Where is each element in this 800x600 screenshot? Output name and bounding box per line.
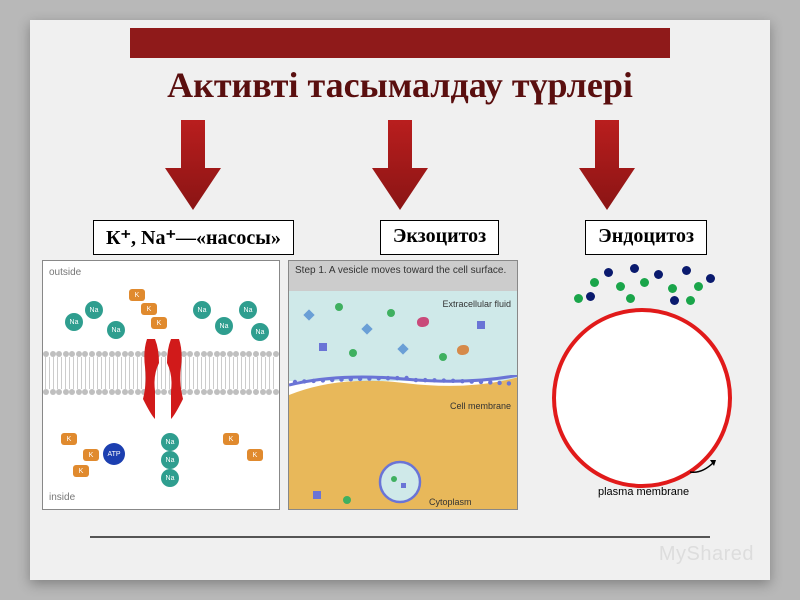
k-ion-icon: K [61, 433, 77, 445]
molecule-dot-icon [686, 296, 695, 305]
particle-icon [387, 309, 395, 317]
na-ion-icon: Na [251, 323, 269, 341]
na-ion-icon: Na [193, 301, 211, 319]
ecf-label: Extracellular fluid [442, 299, 511, 309]
molecule-dot-icon [694, 282, 703, 291]
vesicle-icon [377, 459, 423, 505]
arrows-row [30, 120, 770, 210]
molecule-dot-icon [706, 274, 715, 283]
panel-endocytosis: plasma membrane [526, 260, 756, 510]
na-ion-icon: Na [65, 313, 83, 331]
molecule-dot-icon [640, 278, 649, 287]
step-caption: Step 1. A vesicle moves toward the cell … [289, 261, 517, 291]
molecule-dot-icon [668, 284, 677, 293]
molecule-dot-icon [586, 292, 595, 301]
molecule-dot-icon [574, 294, 583, 303]
panel-exocytosis: Step 1. A vesicle moves toward the cell … [288, 260, 518, 510]
molecule-dot-icon [604, 268, 613, 277]
k-ion-icon: K [73, 465, 89, 477]
panel-pump: outside inside NaNaNaKKKNaNaNaNaKKKATPNa… [42, 260, 280, 510]
k-ion-icon: K [151, 317, 167, 329]
na-ion-icon: Na [161, 469, 179, 487]
outside-label: outside [49, 267, 81, 278]
k-ion-icon: K [223, 433, 239, 445]
divider [90, 536, 710, 538]
arrow-icon [372, 120, 428, 210]
cell-membrane-icon [289, 375, 518, 389]
inside-label: inside [49, 492, 75, 503]
labels-row: К⁺, Na⁺—«насосы» Экзоцитоз Эндоцитоз [30, 220, 770, 255]
curved-arrow-icon [686, 452, 720, 476]
k-ion-icon: K [83, 449, 99, 461]
na-ion-icon: Na [239, 301, 257, 319]
page-title: Активті тасымалдау түрлері [30, 64, 770, 106]
cytoplasm-label: Cytoplasm [429, 497, 472, 507]
molecule-dot-icon [616, 282, 625, 291]
banner-rect [130, 28, 670, 58]
label-endocytosis: Эндоцитоз [585, 220, 707, 255]
pump-protein-icon [141, 339, 185, 419]
molecule-dot-icon [682, 266, 691, 275]
molecule-dot-icon [590, 278, 599, 287]
particle-icon [335, 303, 343, 311]
k-ion-icon: K [129, 289, 145, 301]
title-banner [130, 28, 670, 58]
arrow-icon [579, 120, 635, 210]
atp-ion-icon: ATP [103, 443, 125, 465]
particle-icon [457, 345, 469, 355]
plasma-membrane-label: plasma membrane [598, 486, 689, 498]
k-ion-icon: K [247, 449, 263, 461]
particle-icon [477, 321, 485, 329]
label-pump: К⁺, Na⁺—«насосы» [93, 220, 294, 255]
na-ion-icon: Na [161, 451, 179, 469]
label-exocytosis: Экзоцитоз [380, 220, 499, 255]
na-ion-icon: Na [215, 317, 233, 335]
particle-icon [417, 317, 429, 327]
na-ion-icon: Na [107, 321, 125, 339]
k-ion-icon: K [141, 303, 157, 315]
particle-icon [313, 491, 321, 499]
particle-icon [349, 349, 357, 357]
molecule-dot-icon [630, 264, 639, 273]
molecule-dot-icon [654, 270, 663, 279]
exocytosis-diagram: Extracellular fluid Cell membrane Cytopl… [289, 291, 517, 510]
na-ion-icon: Na [85, 301, 103, 319]
molecule-dot-icon [670, 296, 679, 305]
arrow-icon [165, 120, 221, 210]
watermark: MyShared [659, 543, 754, 566]
molecule-dot-icon [626, 294, 635, 303]
slide: Активті тасымалдау түрлері К⁺, Na⁺—«насо… [30, 20, 770, 580]
na-ion-icon: Na [161, 433, 179, 451]
particle-icon [319, 343, 327, 351]
membrane-label: Cell membrane [450, 401, 511, 411]
particle-icon [439, 353, 447, 361]
particle-icon [343, 496, 351, 504]
panels-row: outside inside NaNaNaKKKNaNaNaNaKKKATPNa… [42, 260, 758, 510]
